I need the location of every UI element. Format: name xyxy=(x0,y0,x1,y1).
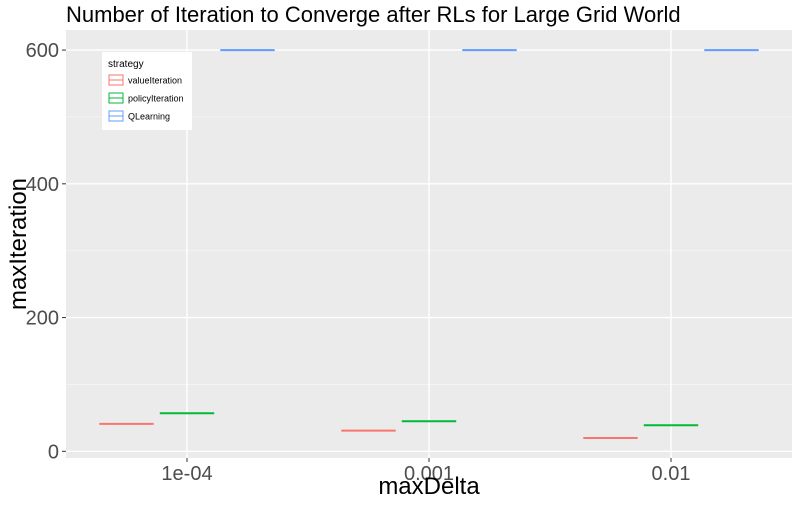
x-tick-label: 0.001 xyxy=(404,463,454,485)
x-tick-label: 0.01 xyxy=(652,463,691,485)
y-tick-label: 0 xyxy=(48,441,59,463)
x-axis-label: maxDelta xyxy=(378,473,480,500)
y-tick-label: 600 xyxy=(26,40,59,62)
y-tick-label: 200 xyxy=(26,308,59,330)
y-tick-label: 400 xyxy=(26,174,59,196)
y-axis-label: maxIteration xyxy=(5,178,32,310)
x-axis: 1e-04 0.001 0.01 xyxy=(161,458,690,485)
legend-background xyxy=(102,52,192,130)
boxplot-marks xyxy=(99,49,759,439)
legend-label-policyIteration: policyIteration xyxy=(128,94,184,104)
x-tick-label: 1e-04 xyxy=(161,463,212,485)
legend: strategy valueIteration policyIteration QL… xyxy=(102,52,192,130)
legend-title: strategy xyxy=(108,59,144,70)
legend-label-QLearning: QLearning xyxy=(128,112,170,122)
legend-label-valueIteration: valueIteration xyxy=(128,76,182,86)
y-axis: 0 200 400 600 xyxy=(26,40,66,463)
legend-items: valueIteration policyIteration QLearning xyxy=(108,74,184,122)
chart-title: Number of Iteration to Converge after RL… xyxy=(66,2,681,27)
